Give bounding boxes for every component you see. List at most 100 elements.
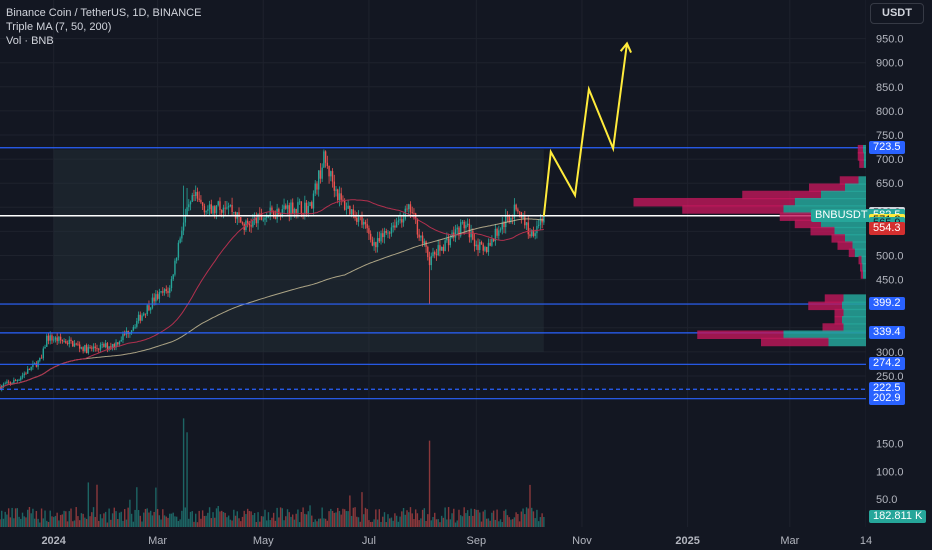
profile-up-bar: [821, 219, 866, 229]
currency-button[interactable]: USDT: [870, 3, 924, 24]
volume-bar: [222, 512, 225, 527]
candle-body: [411, 212, 413, 214]
candle-body: [54, 337, 57, 340]
volume-bar: [162, 509, 164, 527]
volume-bar: [127, 507, 129, 527]
volume-bar: [165, 516, 167, 527]
volume-bar: [201, 510, 204, 527]
volume-bar: [338, 511, 341, 527]
candle-body: [99, 344, 102, 350]
volume-bar: [437, 519, 439, 527]
candle-body: [219, 201, 221, 210]
volume-bar: [78, 520, 81, 527]
candle-body: [454, 229, 457, 238]
volume-bar: [99, 514, 102, 527]
candle-body: [229, 204, 232, 207]
volume-bar: [149, 510, 152, 527]
candle-body: [293, 208, 296, 215]
candle-body: [52, 339, 55, 341]
profile-down-bar: [859, 159, 864, 168]
volume-bar: [54, 515, 57, 527]
candle-body: [537, 224, 540, 227]
time-tick-label: Sep: [467, 535, 487, 547]
profile-up-bar: [845, 234, 866, 243]
profile-down-bar: [779, 212, 814, 221]
volume-bar: [515, 512, 517, 527]
candle-body: [241, 222, 244, 224]
candle-body: [427, 246, 429, 258]
volume-bar: [68, 511, 70, 527]
candle-body: [214, 206, 216, 214]
candle-body: [160, 291, 162, 293]
candle-body: [515, 204, 517, 210]
profile-down-bar: [742, 190, 821, 200]
time-tick-label: Mar: [148, 535, 167, 547]
candle-body: [520, 211, 523, 218]
candle-body: [217, 201, 219, 206]
candle-body: [130, 330, 133, 333]
price-tick-label: 850.0: [876, 82, 904, 94]
volume-badge: 182.811 K: [869, 509, 927, 523]
volume-bar: [110, 519, 112, 527]
candle-body: [435, 254, 438, 256]
volume-bar: [432, 516, 434, 527]
volume-bar: [167, 517, 169, 527]
candle-body: [32, 363, 34, 367]
volume-bar: [461, 516, 464, 527]
candle-body: [536, 226, 538, 234]
volume-bar: [175, 516, 178, 527]
candle-body: [248, 223, 251, 226]
chart-legend: Binance Coin / TetherUS, 1D, BINANCE Tri…: [6, 6, 201, 48]
candle-body: [404, 208, 406, 219]
candle-body: [40, 357, 43, 359]
volume-bar: [253, 512, 256, 527]
candle-body: [295, 208, 297, 214]
volume-bar: [35, 510, 38, 527]
volume-bar: [30, 513, 32, 527]
price-badge: 723.5: [869, 140, 905, 154]
indicator-label[interactable]: Triple MA (7, 50, 200): [6, 21, 112, 33]
volume-bar: [248, 511, 251, 527]
volume-bar: [354, 507, 356, 527]
time-tick-label: 2025: [675, 535, 699, 547]
candle-body: [87, 347, 90, 354]
volume-bar: [390, 517, 393, 527]
candle-body: [174, 260, 176, 275]
volume-bar: [470, 508, 472, 527]
candle-body: [461, 221, 464, 223]
candle-body: [319, 170, 322, 179]
volume-bar: [435, 519, 438, 527]
profile-down-bar: [858, 255, 862, 265]
volume-bar: [124, 509, 126, 527]
candle-body: [543, 215, 545, 223]
candle-body: [170, 279, 173, 289]
candle-body: [181, 230, 183, 239]
candle-body: [18, 379, 20, 381]
profile-down-bar: [761, 337, 829, 347]
volume-bar: [408, 512, 410, 527]
volume-bar: [363, 514, 365, 527]
volume-bar: [392, 520, 394, 527]
candle-body: [317, 170, 320, 190]
ma-200-line: [0, 218, 544, 390]
volume-bar: [33, 518, 36, 527]
volume-label[interactable]: Vol · BNB: [6, 35, 54, 47]
candle-body: [75, 343, 77, 345]
price-badge: 274.2: [869, 357, 905, 371]
candle-body: [94, 346, 96, 349]
volume-bar: [352, 507, 355, 527]
symbol-title[interactable]: Binance Coin / TetherUS, 1D, BINANCE: [6, 7, 202, 19]
volume-bar: [482, 511, 484, 527]
candle-body: [442, 246, 445, 252]
volume-bar: [373, 519, 375, 527]
candle-body: [290, 202, 292, 215]
volume-bar: [136, 487, 138, 527]
price-tick-label: 250.0: [876, 371, 904, 383]
volume-bar: [292, 514, 294, 527]
volume-bar: [311, 515, 313, 527]
candle-body: [207, 209, 209, 211]
volume-bar: [264, 509, 266, 527]
candle-body: [485, 246, 488, 252]
candle-body: [122, 333, 124, 340]
